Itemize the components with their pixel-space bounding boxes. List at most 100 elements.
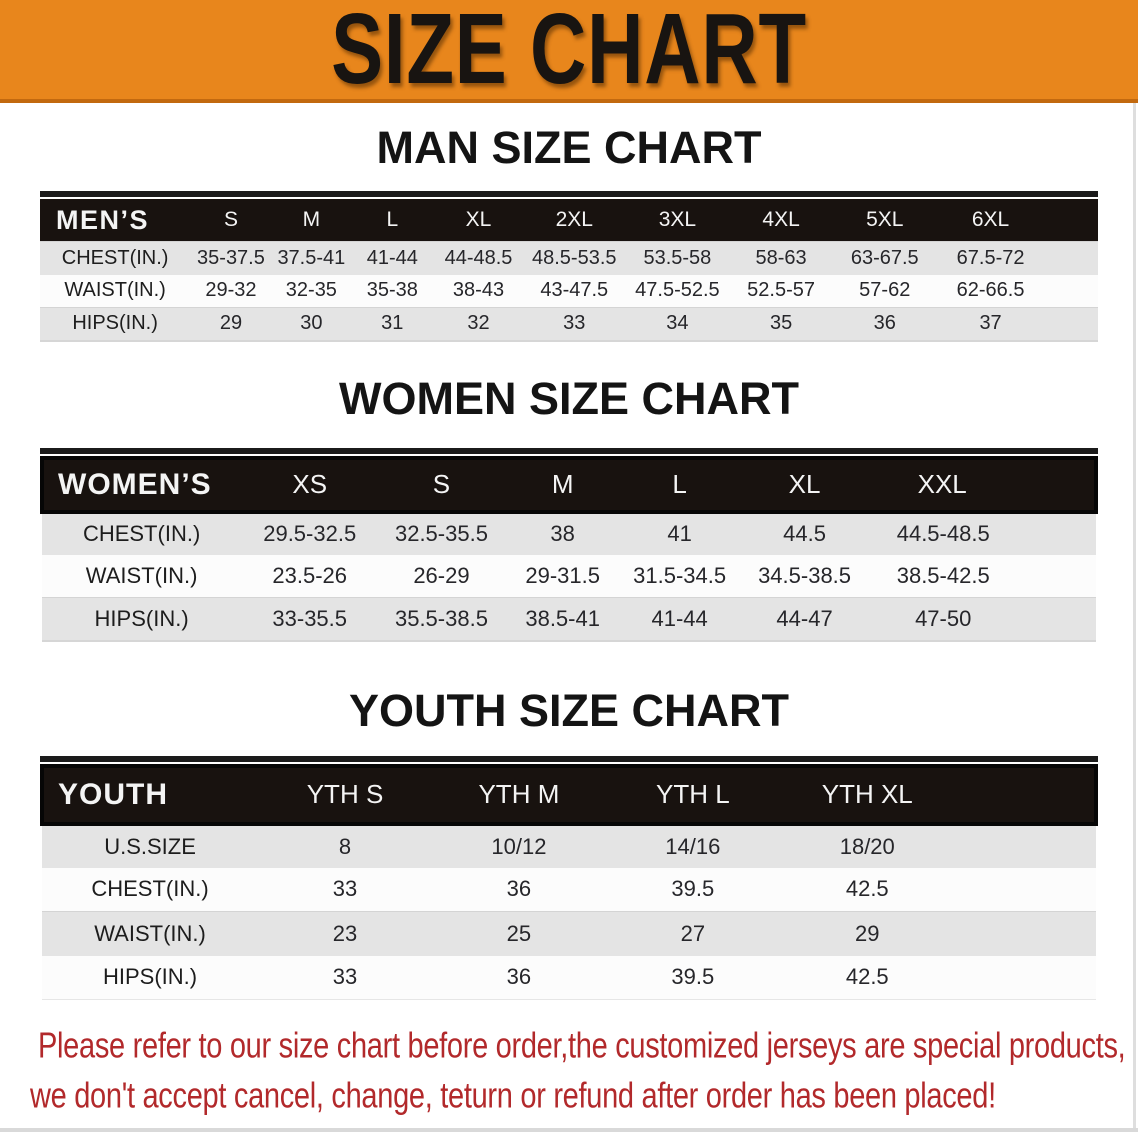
size-value-cell: 32-35 [271,274,352,308]
table-row: CHEST(IN.) 33 36 39.5 42.5 [42,867,1096,912]
size-value-cell: 44.5 [738,511,871,555]
size-value-cell: 33 [523,307,626,341]
banner: SIZE CHART [0,0,1138,103]
column-header: XXL [870,455,1098,514]
size-value-cell: 44-48.5 [433,241,524,275]
size-value-cell: 8 [258,823,432,868]
page-title: SIZE CHART [331,0,807,105]
section-men: MAN SIZE CHART MEN’S S M L XL 2XL 3XL 4XL 5XL 6XL… [0,125,1138,342]
size-value-cell: 35-37.5 [190,241,272,275]
size-value-cell: 32.5-35.5 [378,511,505,555]
size-value-cell: 31.5-34.5 [620,554,739,598]
size-value-cell: 38.5-42.5 [870,554,1096,598]
row-label: WAIST(IN.) [42,554,242,598]
size-value-cell: 62-66.5 [937,274,1098,308]
table-header-label: WOMEN’S [39,455,242,514]
size-value-cell: 37 [937,307,1098,341]
size-value-cell: 47-50 [870,597,1096,641]
table-row: U.S.SIZE 8 10/12 14/16 18/20 [42,823,1096,868]
size-value-cell: 29-32 [190,274,272,308]
section-youth: YOUTH SIZE CHART YOUTH YTH S YTH M YTH L YTH… [0,687,1138,1000]
size-value-cell: 38-43 [433,274,524,308]
table-row: CHEST(IN.) 29.5-32.5 32.5-35.5 38 41 44.5 44.5… [42,511,1096,555]
image-bottom-edge [0,1128,1138,1132]
column-header: 3XL [625,199,730,242]
spacer-cell [954,955,1096,1000]
women-size-table: WOMEN’S XS S M L XL XXL CHEST(IN.) 29.5-32.5 32.5… [39,455,1098,642]
column-header: 5XL [832,199,938,242]
size-value-cell: 44.5-48.5 [870,511,1096,555]
table-row: CHEST(IN.) 35-37.5 37.5-41 41-44 44-48.5 48.5… [40,241,1098,275]
size-value-cell: 29.5-32.5 [241,511,379,555]
size-value-cell: 41-44 [351,241,434,275]
table-row: WAIST(IN.) 23.5-26 26-29 29-31.5 31.5-34.5 34… [42,554,1096,598]
row-label: HIPS(IN.) [42,597,242,641]
column-header: S [378,455,505,514]
size-value-cell: 44-47 [738,597,871,641]
size-value-cell: 26-29 [378,554,505,598]
spacer-cell [954,867,1096,912]
size-value-cell: 10/12 [431,823,606,868]
section-women: WOMEN SIZE CHART WOMEN’S XS S M L XL XXL CHEST(… [0,375,1138,642]
table-row: HIPS(IN.) 33 36 39.5 42.5 [42,955,1096,1000]
size-value-cell: 29 [779,911,955,956]
column-header: XL [433,199,524,242]
table-header-row: YOUTH YTH S YTH M YTH L YTH XL [39,763,1099,826]
size-value-cell: 47.5-52.5 [625,274,730,308]
table-row: WAIST(IN.) 29-32 32-35 35-38 38-43 43-47.5 47.… [40,274,1098,308]
size-value-cell: 52.5-57 [729,274,833,308]
table-top-rule [40,191,1098,197]
size-value-cell: 36 [431,955,606,1000]
size-value-cell: 48.5-53.5 [523,241,626,275]
size-value-cell: 41 [620,511,739,555]
table-row: HIPS(IN.) 29 30 31 32 33 34 35 36 37 [40,307,1098,341]
column-header: XL [738,455,871,514]
size-value-cell: 35.5-38.5 [378,597,505,641]
table-top-rule [40,447,1098,454]
size-value-cell: 32 [433,307,524,341]
size-value-cell: 35-38 [351,274,434,308]
size-value-cell: 27 [605,911,780,956]
size-value-cell: 18/20 [779,823,955,868]
size-value-cell: 57-62 [832,274,938,308]
size-value-cell: 39.5 [605,867,780,912]
row-label: WAIST(IN.) [40,274,191,308]
spacer-cell [954,911,1096,956]
size-value-cell: 53.5-58 [625,241,730,275]
table-header-row: WOMEN’S XS S M L XL XXL [39,455,1098,514]
table-header-label: YOUTH [39,763,259,826]
table-row: WAIST(IN.) 23 25 27 29 [42,911,1096,956]
size-value-cell: 43-47.5 [523,274,626,308]
size-value-cell: 23 [258,911,432,956]
size-value-cell: 39.5 [605,955,780,1000]
women-table-wrap: WOMEN’S XS S M L XL XXL CHEST(IN.) 29.5-32.5 32.5… [39,447,1098,642]
row-label: WAIST(IN.) [42,911,259,956]
spacer-cell [954,763,1099,826]
size-value-cell: 31 [351,307,434,341]
table-row: HIPS(IN.) 33-35.5 35.5-38.5 38.5-41 41-44 44-… [42,597,1096,641]
size-value-cell: 14/16 [605,823,780,868]
column-header: YTH M [431,763,606,826]
men-size-table: MEN’S S M L XL 2XL 3XL 4XL 5XL 6XL CHEST(IN.) 35-37… [40,199,1098,342]
men-section-heading: MAN SIZE CHART [376,122,762,173]
size-value-cell: 34 [625,307,730,341]
column-header: YTH S [258,763,432,826]
column-header: 6XL [937,199,1098,242]
table-top-rule [40,755,1098,762]
column-header: 2XL [523,199,626,242]
row-label: HIPS(IN.) [42,955,259,1000]
disclaimer-line-2: we don't accept cancel, change, teturn o… [30,1076,996,1116]
column-header: XS [241,455,379,514]
table-header-row: MEN’S S M L XL 2XL 3XL 4XL 5XL 6XL [40,199,1098,242]
table-header-label: MEN’S [40,199,191,242]
size-value-cell: 42.5 [779,955,955,1000]
size-value-cell: 38.5-41 [504,597,621,641]
size-value-cell: 63-67.5 [832,241,938,275]
row-label: CHEST(IN.) [40,241,191,275]
men-table-wrap: MEN’S S M L XL 2XL 3XL 4XL 5XL 6XL CHEST(IN.) 35-37… [40,191,1098,342]
row-label: HIPS(IN.) [40,307,191,341]
size-value-cell: 30 [271,307,352,341]
size-value-cell: 38 [504,511,621,555]
size-value-cell: 33 [258,955,432,1000]
